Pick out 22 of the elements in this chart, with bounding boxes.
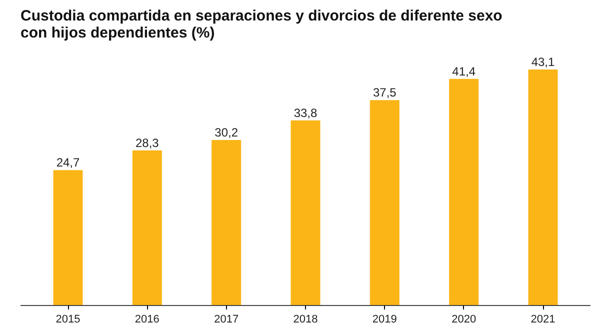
x-tick-label: 2021	[530, 314, 556, 326]
chart-title: Custodia compartida en separaciones y divorcios de diferente sexo con hijos dependientes (%)	[20, 8, 502, 42]
bar	[53, 170, 83, 306]
data-label: 41,4	[452, 64, 476, 78]
bar	[290, 120, 320, 306]
data-label: 30,2	[214, 126, 238, 140]
data-label: 28,3	[135, 136, 160, 150]
bar	[132, 150, 162, 306]
x-tick-label: 2017	[214, 314, 239, 326]
data-label: 24,7	[56, 156, 80, 170]
data-label: 37,5	[372, 86, 397, 100]
bar	[212, 140, 242, 306]
bar	[528, 70, 558, 306]
x-tick-label: 2018	[293, 314, 318, 326]
data-label: 33,8	[294, 106, 318, 120]
x-tick-label: 2020	[452, 314, 476, 326]
x-tick-label: 2015	[56, 314, 80, 326]
x-tick-label: 2016	[134, 314, 160, 326]
x-tick-label: 2019	[372, 314, 397, 326]
bar	[370, 100, 400, 306]
data-label: 43,1	[531, 55, 556, 70]
bar	[449, 78, 479, 306]
